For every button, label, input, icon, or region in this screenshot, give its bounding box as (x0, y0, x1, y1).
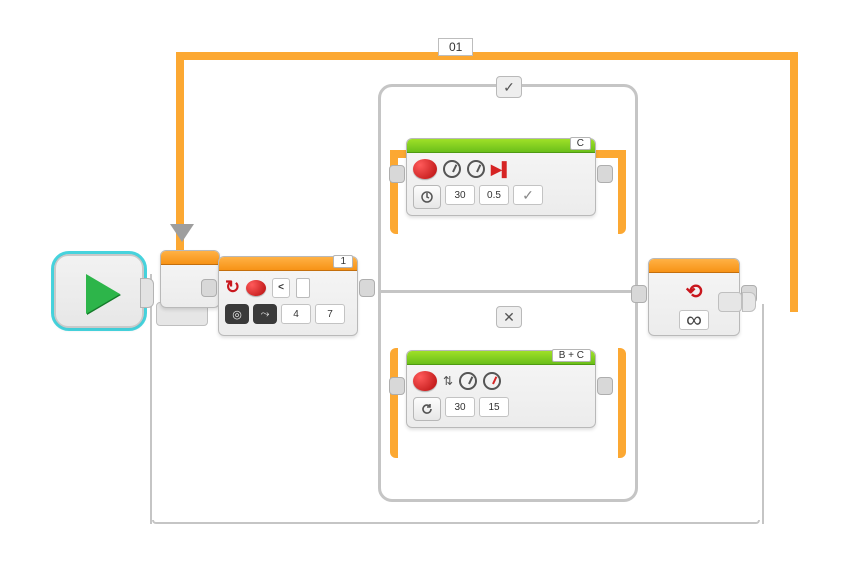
block-footer: 30 0.5 ✓ (407, 181, 595, 215)
brake-field[interactable]: ✓ (513, 185, 543, 205)
block-header: 1 (219, 257, 357, 271)
port-selector[interactable]: 1 (333, 255, 353, 268)
data-plug-icon (389, 377, 405, 395)
cross-icon: ✕ (503, 309, 515, 326)
block-body: ▶▌ (407, 153, 595, 181)
start-out-port (140, 278, 154, 308)
data-plug-icon (359, 279, 375, 297)
block-header (161, 251, 219, 265)
mode-arrow-icon: ↻ (225, 277, 240, 298)
loop-frame-bottom (152, 520, 760, 524)
sequence-stub (742, 292, 756, 312)
mode-measure-icon[interactable]: ◎ (225, 304, 249, 324)
block-header: C (407, 139, 595, 153)
data-plug-icon (389, 165, 405, 183)
start-block[interactable] (54, 254, 144, 328)
loop-condition-field[interactable]: ∞ (679, 310, 709, 330)
loop-return-arrow-icon (170, 224, 194, 242)
mode-graph-icon[interactable]: ⤳ (253, 304, 277, 324)
switch-rail (390, 150, 398, 234)
sequence-stub (718, 292, 742, 312)
block-footer: ◎ ⤳ 4 7 (219, 300, 357, 330)
power-field[interactable]: 30 (445, 185, 475, 205)
block-body: ⇅ (407, 365, 595, 393)
mode-on-button[interactable] (413, 397, 441, 421)
power-left-field[interactable]: 30 (445, 397, 475, 417)
port-selector[interactable]: C (570, 137, 591, 150)
brake-icon: ▶▌ (491, 161, 512, 178)
data-plug-icon (631, 285, 647, 303)
color-sensor-icon (246, 280, 266, 296)
mode-seconds-button[interactable] (413, 185, 441, 209)
loop-rail-right (790, 52, 798, 312)
play-icon (86, 274, 120, 314)
block-header: B + C (407, 351, 595, 365)
switch-case-false-tab[interactable]: ✕ (496, 306, 522, 328)
data-plug-icon (597, 165, 613, 183)
seconds-field[interactable]: 0.5 (479, 185, 509, 205)
color-sensor-compare-block[interactable]: 1 ↻ < ◎ ⤳ 4 7 (218, 256, 358, 336)
block-body: ↻ < (219, 271, 357, 300)
switch-case-true-tab[interactable]: ✓ (496, 76, 522, 98)
loop-restart-icon: ⟲ (686, 279, 703, 304)
power-right-field[interactable]: 15 (479, 397, 509, 417)
switch-rail (618, 348, 626, 458)
threshold-field-1[interactable]: 4 (281, 304, 311, 324)
data-plug-icon (201, 279, 217, 297)
time-gauge-icon (467, 160, 485, 178)
loop-frame-left (150, 274, 154, 524)
motor-icon (413, 371, 437, 391)
data-plug-icon (597, 377, 613, 395)
motor-icon (413, 159, 437, 179)
port-selector[interactable]: B + C (552, 349, 591, 362)
check-icon: ✓ (503, 79, 515, 96)
clock-back-icon (420, 190, 434, 204)
loop-arrow-icon (420, 402, 434, 416)
threshold-field-2[interactable]: 7 (315, 304, 345, 324)
power-right-gauge-icon (483, 372, 501, 390)
block-footer: 30 15 (407, 393, 595, 427)
block-header (649, 259, 739, 273)
switch-divider (378, 290, 638, 293)
brick-button-icon (296, 278, 310, 298)
sliders-icon: ⇅ (443, 374, 453, 388)
compare-operator[interactable]: < (272, 278, 290, 298)
loop-name-label[interactable]: 01 (438, 38, 473, 56)
power-gauge-icon (443, 160, 461, 178)
loop-rail-top (176, 52, 798, 60)
program-canvas: 01 ✓ ✕ 1 ↻ < ◎ ⤳ 4 7 (0, 0, 864, 582)
power-left-gauge-icon (459, 372, 477, 390)
switch-rail (618, 150, 626, 234)
loop-frame-right (760, 304, 764, 524)
switch-rail (390, 348, 398, 458)
motor-block-true[interactable]: C ▶▌ 30 0.5 ✓ (406, 138, 596, 216)
motor-block-false[interactable]: B + C ⇅ 30 15 (406, 350, 596, 428)
